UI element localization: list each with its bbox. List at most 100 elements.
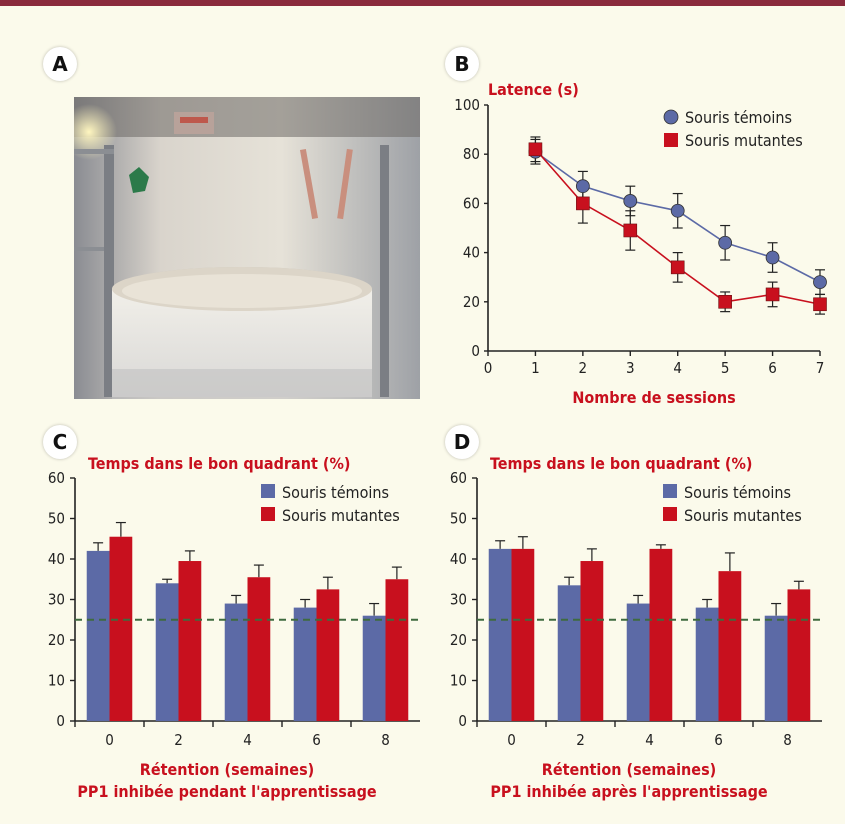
data-point-temoins xyxy=(670,203,685,218)
bar-chart-apres-bars xyxy=(477,536,822,721)
data-point-temoins xyxy=(623,194,638,208)
x-tick-label: 4 xyxy=(243,731,252,749)
x-tick-label: 2 xyxy=(579,359,588,377)
y-tick-label: 10 xyxy=(450,672,467,690)
panel-label-a: A xyxy=(43,47,77,81)
bar-mutantes xyxy=(511,548,535,721)
bar-mutantes xyxy=(178,561,202,721)
bar-temoins xyxy=(557,585,581,721)
bar-chart-pendant-title: Temps dans le bon quadrant (%) xyxy=(88,454,350,473)
bar-temoins xyxy=(764,615,788,721)
y-tick-label: 50 xyxy=(450,510,467,528)
bar-mutantes xyxy=(109,536,133,721)
x-tick-label: 0 xyxy=(507,731,516,749)
bar-chart-apres: Temps dans le bon quadrant (%) 010203040… xyxy=(450,454,822,801)
legend-label-mutantes: Souris mutantes xyxy=(684,506,802,525)
x-tick-label: 6 xyxy=(768,359,777,377)
legend-swatch-temoins xyxy=(261,484,275,498)
legend-swatch-temoins xyxy=(663,484,677,498)
y-tick-label: 60 xyxy=(48,469,65,487)
latency-line-chart: Latence (s) 0 20 40 60 80 100 0 1 2 3 4 5 6 7 Souris … xyxy=(454,80,827,407)
y-tick-label: 50 xyxy=(48,510,65,528)
y-tick-label: 100 xyxy=(454,96,480,114)
y-tick-label: 20 xyxy=(48,631,65,649)
y-tick-label: 40 xyxy=(463,244,480,262)
data-point-temoins xyxy=(575,179,590,194)
bar-chart-pendant-bars xyxy=(75,521,420,721)
bar-temoins xyxy=(488,548,512,721)
data-point-mutantes xyxy=(765,287,780,302)
legend-label-mutantes: Souris mutantes xyxy=(282,506,400,525)
bar-chart-pendant-axes: 0 10 20 30 40 50 60 0 2 4 6 8 xyxy=(48,469,420,749)
x-tick-label: 8 xyxy=(381,731,390,749)
y-tick-label: 30 xyxy=(450,591,467,609)
data-point-mutantes xyxy=(623,223,638,238)
legend-label-mutantes: Souris mutantes xyxy=(685,131,803,150)
bar-chart-apres-subtitle: PP1 inhibée après l'apprentissage xyxy=(490,782,768,801)
top-accent-bar xyxy=(0,0,845,6)
bar-chart-apres-x-axis-label: Rétention (semaines) xyxy=(542,760,716,779)
data-point-temoins xyxy=(718,235,733,250)
y-tick-label: 20 xyxy=(450,631,467,649)
bar-temoins xyxy=(293,607,317,721)
y-tick-label: 0 xyxy=(56,712,65,730)
y-tick-label: 60 xyxy=(463,194,480,212)
bar-temoins xyxy=(86,550,110,721)
data-point-temoins xyxy=(765,250,780,265)
x-tick-label: 4 xyxy=(673,359,682,377)
y-tick-label: 30 xyxy=(48,591,65,609)
latency-axes: 0 20 40 60 80 100 0 1 2 3 4 5 6 7 xyxy=(454,96,824,377)
bar-chart-pendant-x-axis-label: Rétention (semaines) xyxy=(140,760,314,779)
legend-label-temoins: Souris témoins xyxy=(684,483,791,502)
bar-chart-pendant-legend: Souris témoins Souris mutantes xyxy=(261,483,400,525)
bar-temoins xyxy=(626,603,650,721)
y-tick-label: 60 xyxy=(450,469,467,487)
bar-chart-apres-title: Temps dans le bon quadrant (%) xyxy=(490,454,752,473)
data-point-mutantes xyxy=(813,297,827,312)
x-tick-label: 6 xyxy=(312,731,321,749)
bar-temoins xyxy=(224,603,248,721)
bar-chart-pendant-subtitle: PP1 inhibée pendant l'apprentissage xyxy=(77,782,377,801)
x-tick-label: 0 xyxy=(484,359,493,377)
y-tick-label: 40 xyxy=(450,550,467,568)
legend-label-temoins: Souris témoins xyxy=(685,108,792,127)
x-tick-label: 5 xyxy=(721,359,730,377)
bar-temoins xyxy=(155,583,179,721)
x-tick-label: 0 xyxy=(105,731,114,749)
x-tick-label: 4 xyxy=(645,731,654,749)
bar-mutantes xyxy=(580,561,604,721)
latency-data-marks xyxy=(528,136,827,315)
legend-marker-temoins xyxy=(663,109,679,125)
data-point-mutantes xyxy=(670,260,685,275)
x-tick-label: 8 xyxy=(783,731,792,749)
x-tick-label: 6 xyxy=(714,731,723,749)
data-point-mutantes xyxy=(718,295,732,309)
panel-label-b: B xyxy=(445,47,479,81)
data-point-mutantes xyxy=(576,196,590,211)
y-tick-label: 20 xyxy=(463,293,480,311)
panel-label-d: D xyxy=(445,425,479,459)
data-point-temoins xyxy=(813,275,827,290)
bar-mutantes xyxy=(316,589,340,721)
legend-swatch-mutantes xyxy=(261,507,275,521)
y-tick-label: 10 xyxy=(48,672,65,690)
x-tick-label: 3 xyxy=(626,359,635,377)
water-maze-photo xyxy=(74,97,420,399)
legend-swatch-mutantes xyxy=(663,507,677,521)
legend-marker-mutantes xyxy=(664,133,678,147)
y-tick-label: 0 xyxy=(458,712,467,730)
bar-mutantes xyxy=(787,589,811,721)
bar-mutantes xyxy=(718,571,742,721)
bar-mutantes xyxy=(247,577,271,721)
latency-x-axis-label: Nombre de sessions xyxy=(572,388,735,407)
panel-label-c: C xyxy=(43,425,77,459)
bar-temoins xyxy=(695,607,719,721)
y-tick-label: 40 xyxy=(48,550,65,568)
y-tick-label: 0 xyxy=(471,342,480,360)
bar-chart-apres-legend: Souris témoins Souris mutantes xyxy=(663,483,802,525)
x-tick-label: 2 xyxy=(174,731,183,749)
latency-y-axis-label: Latence (s) xyxy=(488,80,579,99)
y-tick-label: 80 xyxy=(463,145,480,163)
x-tick-label: 1 xyxy=(531,359,540,377)
bar-temoins xyxy=(362,615,386,721)
